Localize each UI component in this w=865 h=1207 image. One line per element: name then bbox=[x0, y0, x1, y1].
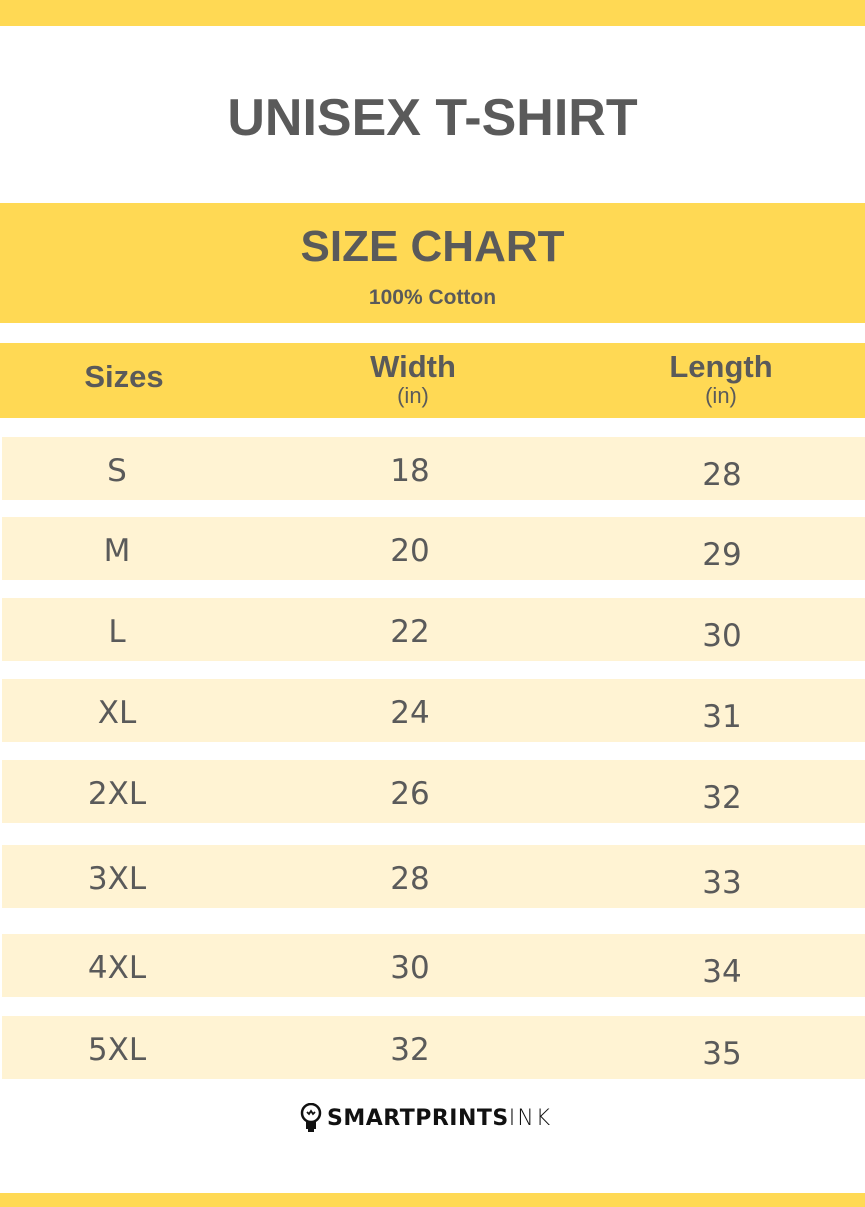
table-row: S 18 28 bbox=[2, 437, 865, 500]
size-cell: L bbox=[108, 614, 126, 650]
table-row: 5XL 32 35 bbox=[2, 1016, 865, 1079]
banner-subtitle: 100% Cotton bbox=[368, 286, 497, 309]
table-row: XL 24 31 bbox=[2, 679, 865, 742]
width-cell: 18 bbox=[390, 453, 430, 489]
page-title: UNISEX T-SHIRT bbox=[227, 89, 638, 147]
size-cell: 4XL bbox=[87, 950, 147, 986]
width-cell: 28 bbox=[390, 861, 430, 897]
table-row: L 22 30 bbox=[2, 598, 865, 661]
logo-light-text: INK bbox=[508, 1105, 553, 1131]
smartprints-ink-logo: SMARTPRINTS INK bbox=[300, 1103, 552, 1133]
length-cell: 28 bbox=[702, 457, 742, 493]
size-cell: XL bbox=[97, 695, 137, 731]
table-row: 3XL 28 33 bbox=[2, 845, 865, 908]
width-cell: 30 bbox=[390, 950, 430, 986]
banner-title: SIZE CHART bbox=[300, 222, 565, 271]
width-cell: 32 bbox=[390, 1032, 430, 1068]
size-cell: M bbox=[103, 533, 131, 569]
header-length: Length (in) bbox=[621, 349, 821, 409]
table-header bbox=[0, 343, 865, 418]
width-cell: 20 bbox=[390, 533, 430, 569]
header-width-unit: (in) bbox=[397, 383, 429, 408]
table-row: M 20 29 bbox=[2, 517, 865, 580]
length-cell: 34 bbox=[702, 954, 742, 990]
header-length-unit: (in) bbox=[705, 383, 737, 408]
size-cell: 3XL bbox=[87, 861, 147, 897]
top-accent-bar bbox=[0, 0, 865, 26]
width-cell: 24 bbox=[390, 695, 430, 731]
header-length-label: Length bbox=[669, 349, 773, 384]
size-cell: 5XL bbox=[87, 1032, 147, 1068]
length-cell: 30 bbox=[702, 618, 742, 654]
header-width: Width (in) bbox=[313, 349, 513, 409]
table-row: 2XL 26 32 bbox=[2, 760, 865, 823]
length-cell: 29 bbox=[702, 537, 742, 573]
width-cell: 26 bbox=[390, 776, 430, 812]
length-cell: 35 bbox=[702, 1036, 742, 1072]
size-chart-banner bbox=[0, 203, 865, 323]
size-cell: 2XL bbox=[87, 776, 147, 812]
length-cell: 31 bbox=[702, 699, 742, 735]
table-row: 4XL 30 34 bbox=[2, 934, 865, 997]
header-width-label: Width bbox=[370, 349, 456, 384]
length-cell: 33 bbox=[702, 865, 742, 901]
bottom-accent-bar bbox=[0, 1193, 865, 1207]
width-cell: 22 bbox=[390, 614, 430, 650]
lightbulb-icon bbox=[300, 1103, 322, 1132]
logo-bold-text: SMARTPRINTS bbox=[327, 1105, 509, 1131]
length-cell: 32 bbox=[702, 780, 742, 816]
header-sizes: Sizes bbox=[84, 359, 164, 394]
size-cell: S bbox=[107, 453, 127, 489]
